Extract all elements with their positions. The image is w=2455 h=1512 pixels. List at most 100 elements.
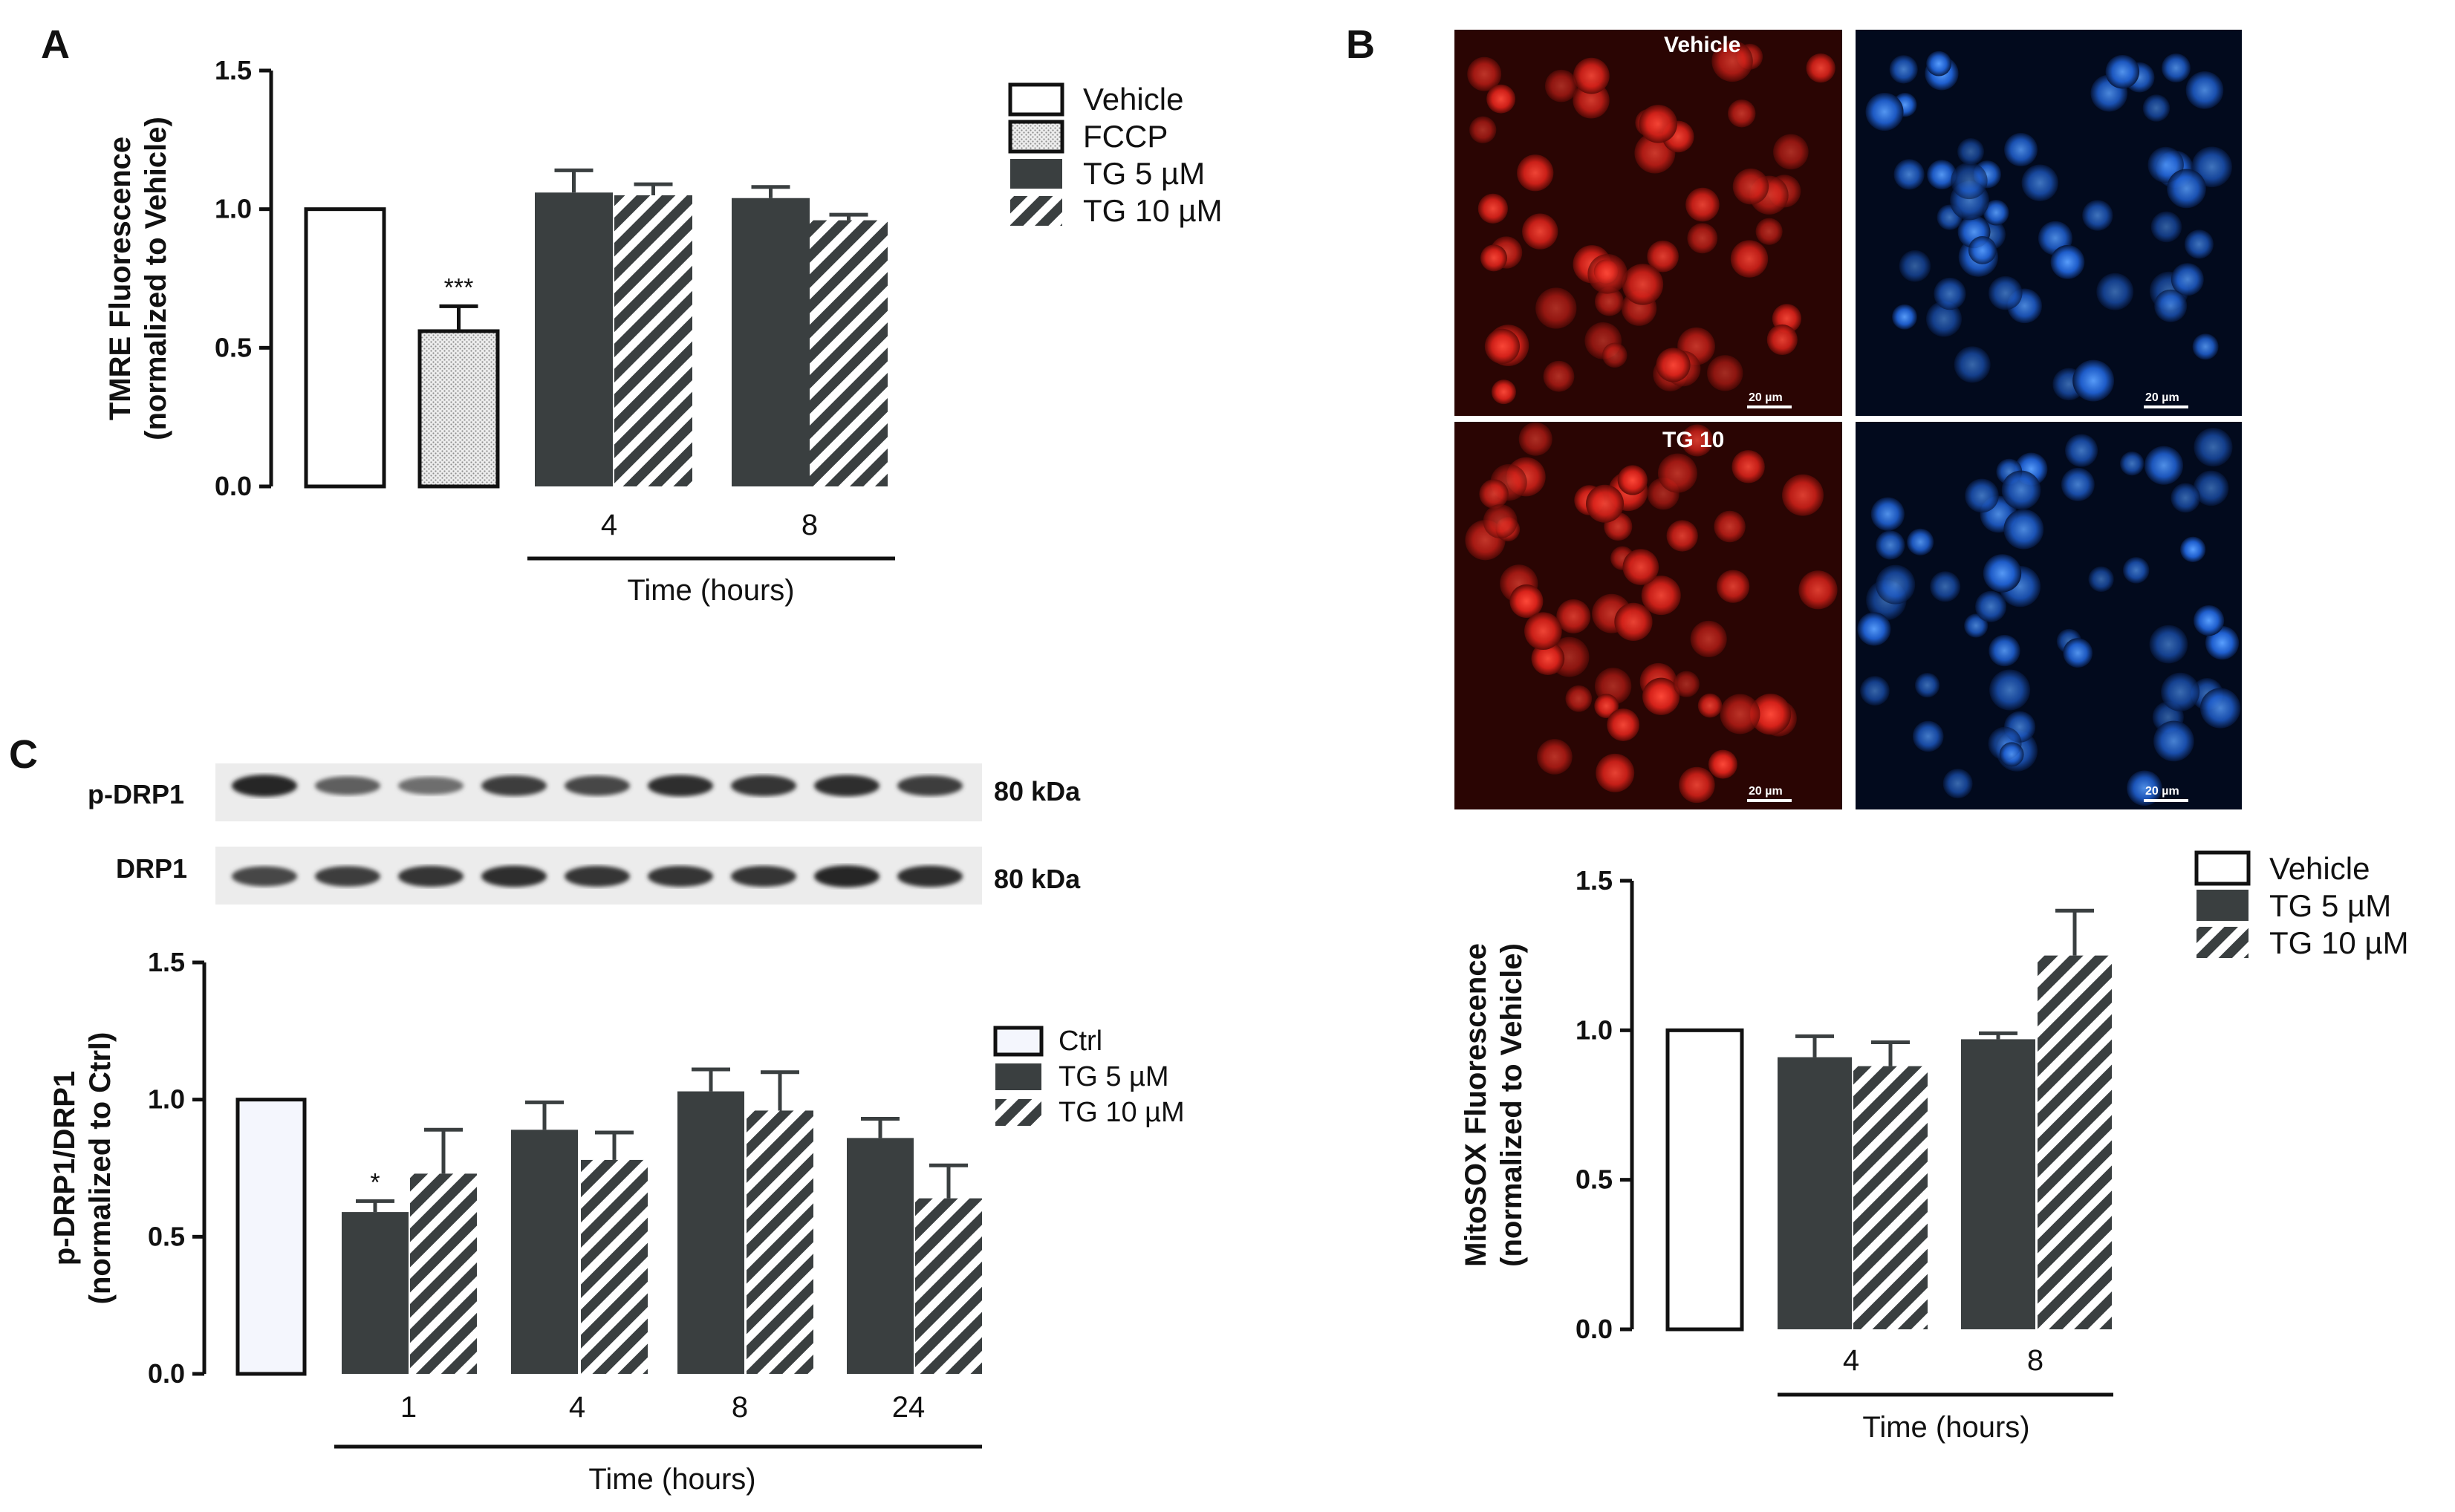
chart-c-bar [581, 1159, 648, 1374]
red-cell [1727, 100, 1756, 128]
red-cell [1469, 116, 1497, 143]
chart-a-ylabel-2: (normalized to Vehicle) [140, 117, 172, 440]
chart-a-ytick-label: 0.5 [215, 332, 252, 362]
chart-a-significance: *** [444, 273, 474, 302]
chart-c-ytick-label: 0.5 [148, 1221, 185, 1251]
micro-vehicle-label: Vehicle [1664, 33, 1740, 57]
chart-c-legend-label: TG 10 µM [1059, 1097, 1185, 1128]
blue-nucleus [2154, 289, 2188, 322]
chart-b-legend-swatch [2194, 850, 2251, 886]
red-cell [1806, 53, 1835, 83]
red-cell [1656, 348, 1691, 382]
scale-bar-label-1: 20 µm [1749, 391, 1783, 404]
blue-nucleus [2119, 451, 2145, 476]
blue-nucleus [2061, 467, 2095, 501]
chart-b-bar [1961, 1039, 2035, 1329]
blue-nucleus [2153, 720, 2194, 762]
chart-c-bar [747, 1110, 813, 1374]
red-cell [1517, 154, 1554, 192]
chart-a-legend-label: TG 10 µM [1083, 193, 1223, 228]
red-cell [1690, 620, 1727, 657]
blue-nucleus [2171, 483, 2201, 513]
blot-band-p-drp1 [648, 775, 713, 797]
red-cell [1573, 57, 1610, 94]
red-cell [1749, 694, 1792, 735]
blue-nucleus [2193, 470, 2229, 506]
red-cell [1708, 749, 1737, 779]
red-cell [1697, 693, 1723, 718]
blue-nucleus [1893, 159, 1925, 190]
red-cell [1798, 570, 1838, 610]
red-cell [1477, 193, 1508, 224]
panel-letter-b: B [1346, 22, 1375, 67]
blot-kda-label-pdrp1: 80 kDa [994, 776, 1081, 806]
chart-a-ytick-label: 0.0 [215, 471, 252, 501]
microscopy-grid: Vehicle TG 10 20 µm 20 µm 20 µm 20 µm [1454, 30, 2242, 809]
chart-c-legend-swatch [993, 1026, 1044, 1057]
blue-nucleus [1957, 138, 1985, 166]
blue-nucleus [2003, 509, 2044, 550]
red-cell [1491, 379, 1516, 405]
red-cell [1647, 240, 1679, 273]
chart-b-ylabel-1: MitoSOX Fluorescence [1460, 943, 1492, 1267]
blue-nucleus [2142, 94, 2171, 122]
blot-band-drp1 [565, 865, 630, 887]
red-cell [1755, 218, 1783, 245]
blue-nucleus [2193, 605, 2225, 636]
blue-nucleus [1999, 742, 2024, 767]
chart-b-legend-label: TG 5 µM [2269, 888, 2391, 923]
blue-nucleus [2171, 263, 2204, 296]
blue-nucleus [2184, 229, 2214, 259]
chart-c-group-label: 4 [569, 1391, 585, 1424]
blot-row-label-pdrp1: p-DRP1 [88, 779, 184, 809]
blue-nucleus [2096, 273, 2134, 310]
blot-band-drp1 [315, 866, 380, 887]
chart-c-bar [342, 1212, 409, 1374]
blot-band-drp1 [731, 865, 796, 887]
chart-a-legend-swatch [1010, 196, 1062, 226]
red-cell [1617, 465, 1648, 495]
chart-c-bar [235, 1098, 307, 1376]
red-cell [1642, 677, 1680, 715]
chart-a-group-label: 8 [801, 509, 818, 541]
blue-nucleus [2199, 688, 2241, 729]
blue-nucleus [2167, 169, 2206, 209]
blue-nucleus [1989, 669, 2031, 711]
red-cell [1782, 474, 1824, 516]
chart-c-ytick-label: 1.0 [148, 1084, 185, 1115]
chart-a-ylabel-1: TMRE Fluorescence [104, 137, 137, 420]
chart-c-legend-swatch [995, 1099, 1041, 1126]
chart-c-significance: * [370, 1168, 380, 1196]
chart-c-ylabel-1: p-DRP1/DRP1 [48, 1071, 81, 1265]
blue-nucleus [2105, 54, 2140, 89]
chart-b-ylabel-2: (normalized to Vehicle) [1495, 943, 1528, 1267]
blot-kda-label-drp1: 80 kDa [994, 864, 1081, 894]
red-cell [1622, 549, 1659, 585]
chart-a-tmre: 0.0 0.5 1.0 1.5 TMRE Fluorescence (normalized… [104, 55, 1223, 607]
blue-nucleus [1964, 613, 1989, 638]
chart-b-ytick-label: 1.0 [1576, 1014, 1613, 1045]
chart-a-bar [535, 192, 613, 486]
blue-nucleus [1942, 769, 1973, 799]
chart-a-legend-label: Vehicle [1083, 82, 1183, 117]
chart-a-ytick-label: 1.0 [215, 194, 252, 224]
blue-nucleus [2082, 200, 2113, 231]
red-cell [1641, 576, 1681, 616]
blue-nucleus [1934, 277, 1966, 310]
blue-nucleus [2065, 434, 2098, 467]
red-cell [1479, 479, 1509, 509]
blue-nucleus [1983, 554, 2022, 593]
red-cell [1622, 264, 1664, 305]
red-cell [1657, 453, 1697, 493]
red-cell [1730, 240, 1769, 278]
scale-bar-label-3: 20 µm [1749, 785, 1783, 798]
red-cell [1484, 328, 1521, 364]
red-cell [1537, 739, 1573, 775]
blue-nucleus [2144, 446, 2184, 485]
chart-b-mitosox: 0.0 0.5 1.0 1.5 MitoSOX Fluorescence (normali… [1460, 850, 2409, 1444]
blue-nucleus [1889, 55, 1918, 84]
chart-a-bar [810, 220, 888, 486]
blue-nucleus [1899, 250, 1931, 282]
chart-a-bar [732, 198, 810, 486]
chart-b-ytick-label: 0.5 [1576, 1164, 1613, 1195]
